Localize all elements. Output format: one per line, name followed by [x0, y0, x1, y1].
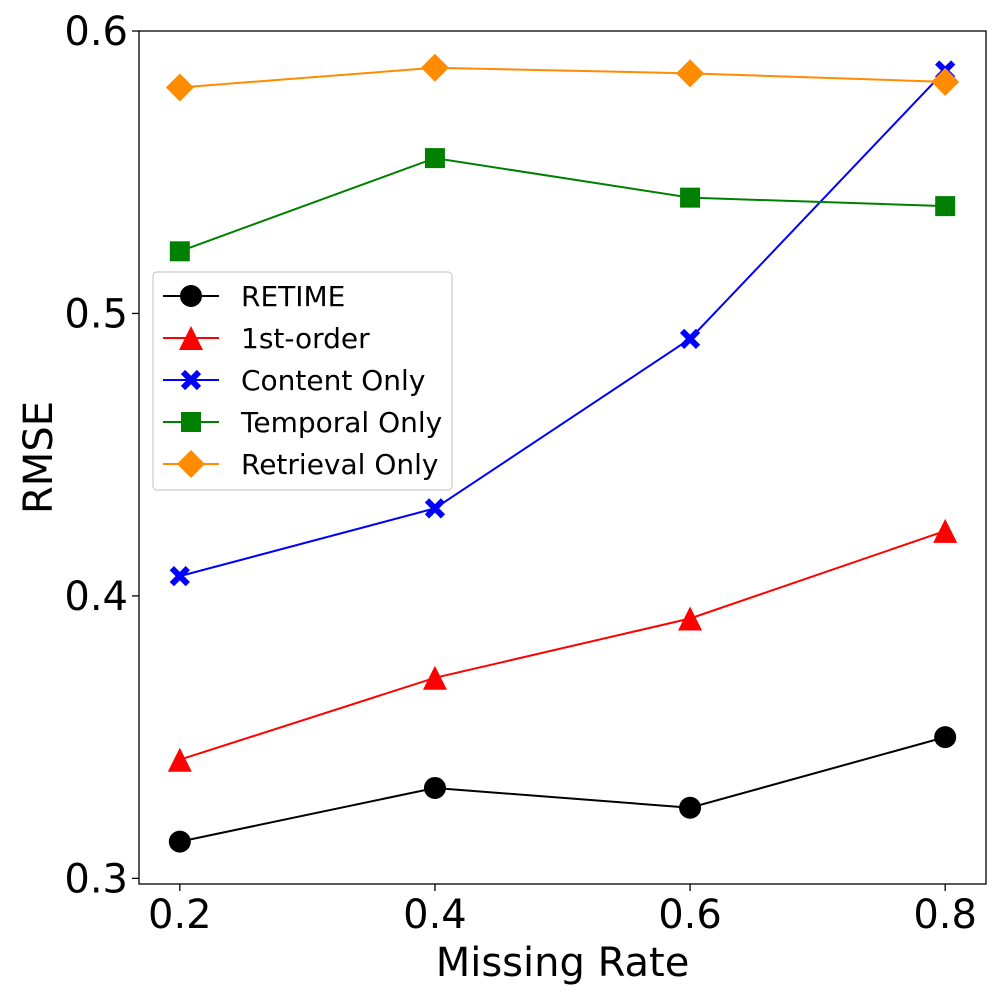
legend-item: Retrieval Only — [163, 448, 438, 481]
data-point — [167, 747, 192, 772]
data-point — [680, 187, 701, 208]
legend-label: 1st-order — [241, 322, 370, 355]
y-axis-label: RMSE — [16, 401, 62, 514]
legend-item: RETIME — [163, 280, 345, 313]
data-point — [679, 328, 701, 349]
x-tick-label: 0.8 — [913, 892, 977, 938]
x-tick-label: 0.6 — [658, 892, 722, 938]
legend-marker — [179, 326, 203, 350]
series-retrieval-only — [165, 53, 960, 102]
legend-label: Temporal Only — [240, 406, 442, 439]
data-point — [679, 796, 702, 819]
legend-box — [152, 271, 453, 491]
plot-area-frame — [138, 30, 987, 885]
legend-item: Temporal Only — [163, 406, 442, 439]
legend-label: Retrieval Only — [241, 448, 438, 481]
data-point — [422, 665, 447, 690]
legend-marker — [177, 450, 205, 478]
y-tick-label: 0.4 — [64, 574, 128, 620]
y-tick-label: 0.5 — [64, 291, 128, 337]
data-point — [423, 776, 446, 799]
series-line — [179, 157, 946, 253]
data-point — [420, 53, 449, 82]
y-tick-label: 0.6 — [64, 9, 128, 55]
data-point — [933, 518, 958, 543]
y-tick-label: 0.3 — [64, 856, 128, 902]
data-point — [424, 148, 445, 169]
x-axis: 0.2 0.4 0.6 0.8 — [148, 884, 977, 938]
series-line — [179, 66, 946, 89]
data-point — [169, 566, 190, 587]
series-layer — [165, 53, 960, 853]
legend-label: Content Only — [241, 364, 425, 397]
series-line — [179, 529, 946, 761]
legend-item: Content Only — [163, 364, 425, 397]
data-point — [934, 726, 957, 749]
y-axis: 0.3 0.4 0.5 0.6 — [64, 9, 139, 902]
data-point — [935, 196, 956, 217]
x-tick-label: 0.2 — [148, 892, 212, 938]
data-point — [931, 67, 960, 96]
legend-marker — [180, 285, 202, 307]
legend-item: 1st-order — [163, 322, 370, 355]
data-point — [424, 498, 446, 519]
series-line — [179, 736, 946, 843]
legend-marker — [181, 412, 201, 432]
data-point — [165, 73, 194, 102]
legend: RETIME 1st-order Content Only Temporal Only… — [152, 271, 453, 491]
legend-label: RETIME — [241, 280, 345, 313]
legend-marker — [180, 369, 202, 391]
x-tick-label: 0.4 — [403, 892, 467, 938]
series-line — [179, 69, 946, 578]
series-temporal-only — [169, 148, 956, 262]
data-point — [678, 606, 703, 631]
data-point — [676, 59, 705, 88]
x-axis-label: Missing Rate — [436, 940, 690, 986]
data-point — [168, 830, 191, 853]
data-point — [169, 241, 190, 262]
series-retime — [168, 726, 957, 853]
series-1st-order — [167, 518, 958, 772]
